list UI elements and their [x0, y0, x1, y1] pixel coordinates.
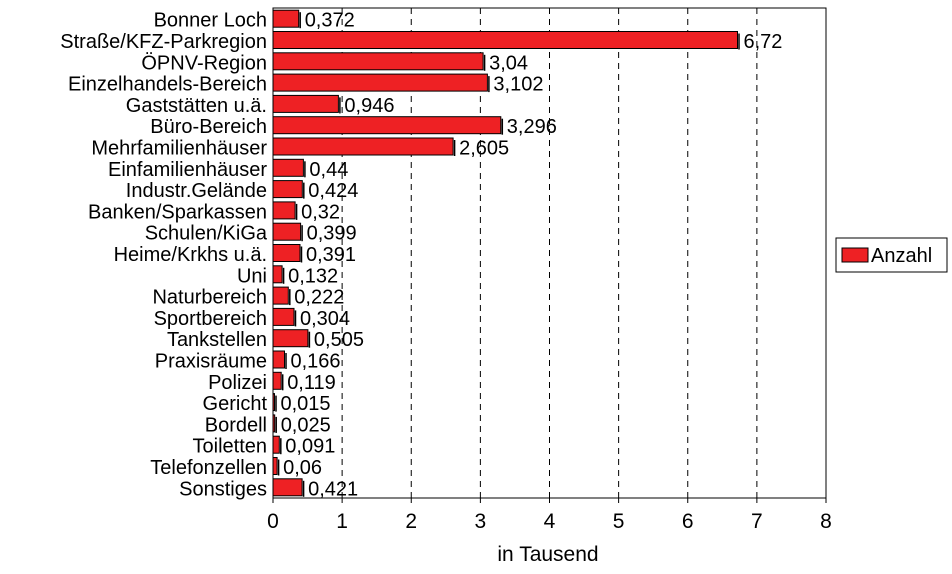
- x-tick-label: 1: [336, 510, 348, 533]
- x-tick-label: 0: [267, 510, 279, 533]
- category-label: Mehrfamilienhäuser: [91, 138, 267, 160]
- data-label: 6,72: [744, 31, 783, 53]
- data-label: 0,015: [281, 393, 331, 415]
- bar: [272, 201, 296, 220]
- category-label: Sonstiges: [179, 478, 267, 500]
- bar: [272, 180, 303, 199]
- bar: [272, 222, 302, 241]
- bar: [272, 137, 454, 156]
- bar: [272, 478, 303, 497]
- data-label: 2,605: [459, 138, 509, 160]
- data-label: 0,32: [301, 201, 340, 223]
- category-label: Sportbereich: [154, 308, 267, 330]
- category-label: Banken/Sparkassen: [88, 201, 267, 223]
- data-label: 0,132: [288, 265, 338, 287]
- x-tick-label: 6: [682, 510, 694, 533]
- axis-layer: 0 1 2 3 4 5 6 7 8: [267, 7, 832, 533]
- category-label: Bordell: [205, 414, 267, 436]
- legend-swatch: [841, 247, 869, 263]
- x-tick-label: 3: [475, 510, 487, 533]
- category-label: Praxisräume: [155, 351, 267, 373]
- data-label: 0,119: [287, 372, 336, 394]
- category-label: Polizei: [208, 372, 267, 394]
- bar: [272, 457, 278, 475]
- category-label: Büro-Bereich: [150, 116, 267, 138]
- category-label: Uni: [237, 265, 267, 287]
- x-tick-label: 5: [613, 510, 625, 533]
- data-label: 0,946: [344, 95, 394, 117]
- bar: [272, 94, 339, 113]
- data-label: 0,44: [309, 159, 348, 181]
- x-tick-label: 4: [544, 510, 556, 533]
- bar: [272, 9, 300, 28]
- data-label: 3,04: [489, 52, 528, 74]
- bar: [272, 31, 738, 49]
- data-label: 0,399: [307, 223, 357, 245]
- category-label: Gericht: [203, 393, 268, 415]
- bar: [272, 116, 502, 135]
- category-label: Bonner Loch: [154, 10, 267, 32]
- data-label: 0,166: [291, 351, 341, 373]
- labels-layer: 0,372 Bonner Loch 6,72 Straße/KFZ-Parkregio…: [60, 10, 782, 501]
- data-label: 0,222: [294, 287, 344, 309]
- bar: [272, 265, 283, 284]
- bar: [272, 73, 488, 92]
- category-label: Straße/KFZ-Parkregion: [60, 31, 267, 53]
- data-label: 0,421: [308, 478, 358, 500]
- bar: [272, 52, 484, 71]
- x-axis-title: in Tausend: [497, 543, 598, 566]
- bar: [272, 307, 295, 326]
- legend-label: Anzahl: [871, 245, 932, 267]
- category-label: Gaststätten u.ä.: [126, 95, 267, 117]
- data-label: 0,372: [305, 10, 355, 32]
- bar: [272, 371, 282, 390]
- category-label: Telefonzellen: [150, 457, 267, 479]
- data-label: 0,06: [283, 457, 322, 479]
- category-label: Toiletten: [193, 436, 268, 458]
- bar: [272, 329, 309, 348]
- x-tick-label: 2: [405, 510, 417, 533]
- legend: Anzahl: [835, 237, 948, 273]
- x-tick-label: 8: [820, 510, 832, 533]
- data-label: 3,296: [507, 116, 557, 138]
- category-label: Heime/Krkhs u.ä.: [114, 244, 267, 266]
- category-label: ÖPNV-Region: [141, 52, 267, 74]
- category-label: Industr.Gelände: [126, 180, 267, 202]
- data-label: 0,505: [314, 329, 364, 351]
- bar: [272, 435, 280, 454]
- bar: [272, 286, 289, 305]
- category-label: Schulen/KiGa: [145, 223, 268, 245]
- bar: [272, 350, 285, 369]
- data-label: 0,304: [300, 308, 350, 330]
- data-label: 0,424: [308, 180, 358, 202]
- data-label: 0,025: [281, 414, 331, 436]
- category-label: Einzelhandels-Bereich: [68, 74, 267, 96]
- data-label: 0,091: [285, 436, 335, 458]
- x-tick-label: 7: [751, 510, 763, 533]
- category-label: Naturbereich: [152, 287, 267, 309]
- data-label: 0,391: [306, 244, 356, 266]
- bar: [272, 158, 304, 177]
- category-label: Einfamilienhäuser: [108, 159, 267, 181]
- bar: [272, 244, 301, 262]
- bars-layer: [272, 9, 740, 497]
- data-label: 3,102: [493, 74, 543, 96]
- category-label: Tankstellen: [167, 329, 267, 351]
